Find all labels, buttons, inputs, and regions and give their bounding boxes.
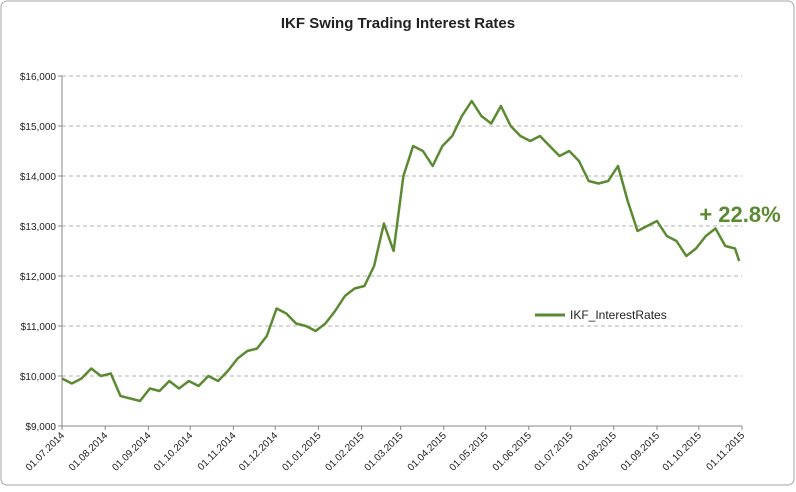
y-tick-label: $12,000 [20,272,57,283]
y-tick-label: $10,000 [20,372,57,383]
series-line [61,99,741,403]
y-tick-label: $14,000 [20,172,57,183]
y-tick-label: $11,000 [21,322,57,333]
legend-label: IKF_InterestRates [570,308,667,322]
chart-title: IKF Swing Trading Interest Rates [281,15,515,32]
y-tick-label: $13,000 [20,222,57,233]
y-tick-label: $16,000 [20,72,57,83]
y-tick-label: $9,000 [25,422,56,433]
annotation: + 22.8% [699,202,780,227]
y-tick-label: $15,000 [20,122,57,133]
